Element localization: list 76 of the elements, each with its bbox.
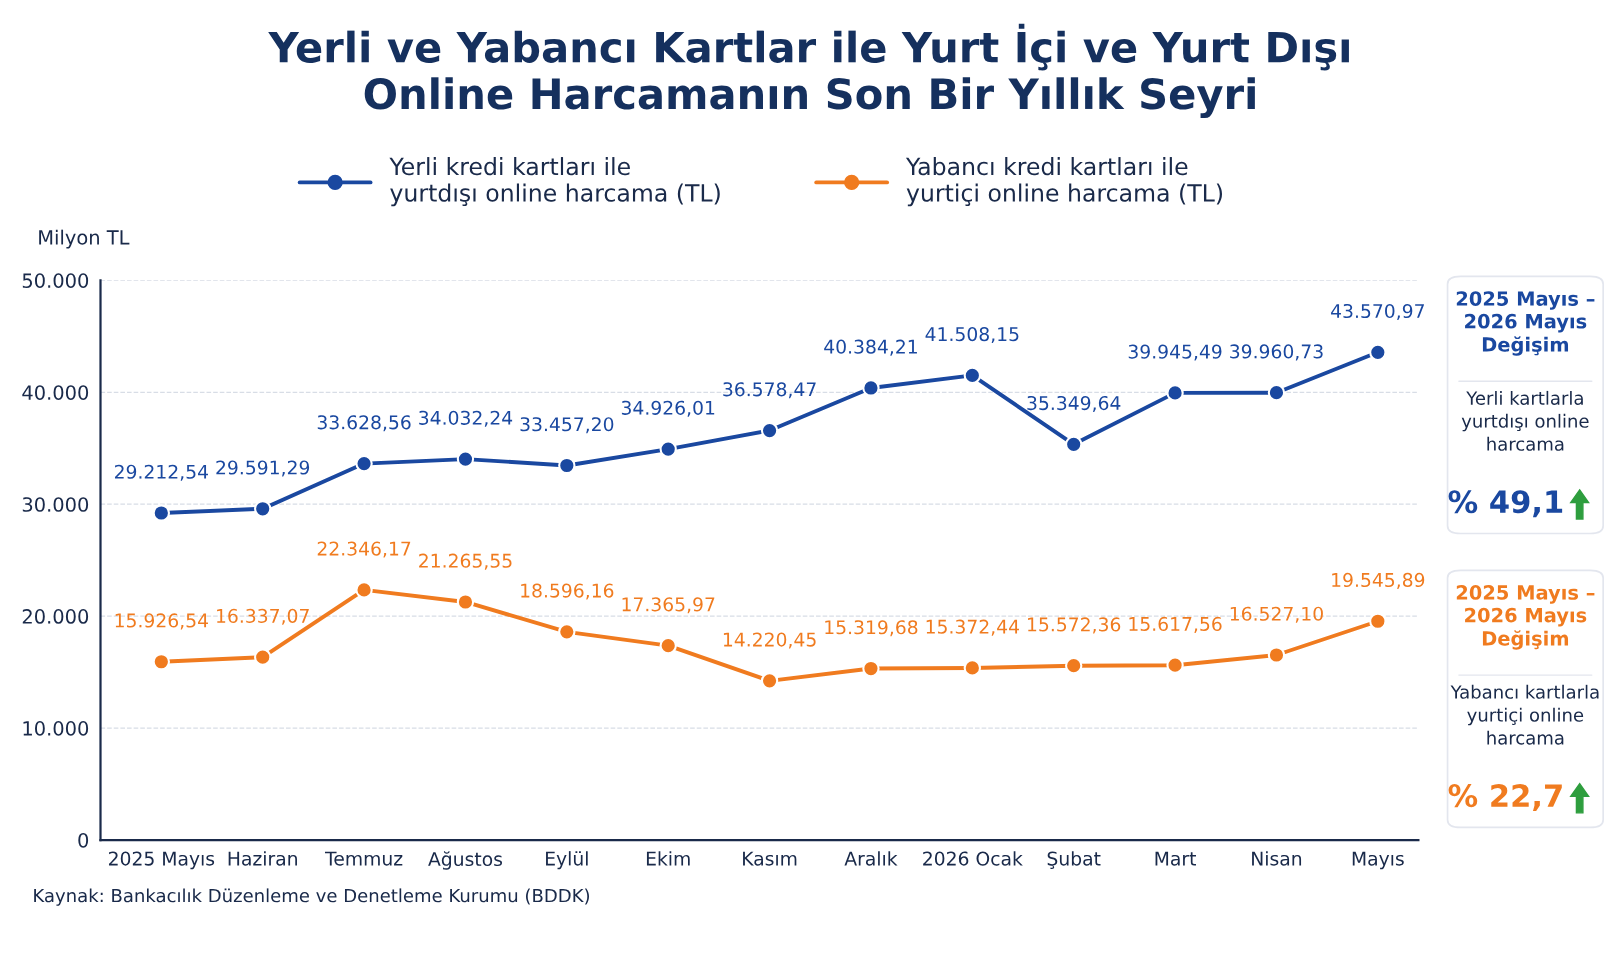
point bbox=[355, 581, 373, 599]
data-label: 43.570,97 bbox=[1331, 303, 1424, 321]
data-label: 29.212,54 bbox=[114, 464, 208, 481]
x-tick-label: Haziran bbox=[228, 851, 297, 866]
data-label: 15.372,44 bbox=[926, 619, 1019, 636]
y-tick-label: 30.000 bbox=[22, 497, 89, 512]
x-tick-label: Eylül bbox=[546, 851, 588, 870]
y-tick-label: 0 bbox=[78, 832, 89, 848]
x-tick-label: Ekim bbox=[646, 851, 690, 866]
text: % 49,1 bbox=[1448, 490, 1563, 518]
data-label: 14.220,45 bbox=[723, 632, 816, 649]
point bbox=[254, 500, 272, 518]
data-label: 19.545,89 bbox=[1332, 572, 1425, 589]
point bbox=[1166, 384, 1184, 402]
data-label: 15.572,36 bbox=[1028, 617, 1121, 634]
y-tick-label: 50.000 bbox=[22, 273, 89, 288]
text: % 22,7 bbox=[1448, 784, 1562, 812]
data-label: 29.591,29 bbox=[216, 460, 310, 477]
point bbox=[1267, 384, 1286, 402]
text: Kaynak: Bankacılık Düzenleme ve Denetleme Kurumu (BDDK) bbox=[34, 888, 590, 906]
data-label: 16.527,10 bbox=[1230, 606, 1323, 623]
data-label: 33.457,20 bbox=[520, 417, 614, 434]
legend-label: Yabancı kredi kartları ile yurtiçi online harcama (TL) bbox=[905, 157, 1223, 207]
point bbox=[659, 440, 677, 458]
data-label: 15.926,54 bbox=[115, 613, 208, 630]
point bbox=[152, 653, 171, 671]
x-tick-label: Kasım bbox=[743, 851, 797, 866]
point bbox=[1065, 657, 1083, 675]
point bbox=[1166, 656, 1184, 674]
data-label: 33.628,56 bbox=[317, 415, 411, 432]
y-tick-label: 10.000 bbox=[23, 721, 89, 736]
data-label: 35.349,64 bbox=[1027, 395, 1121, 413]
text: Yabancı kartlarla yurtiçi online harcama bbox=[1450, 684, 1599, 745]
point bbox=[1267, 646, 1286, 664]
point bbox=[963, 659, 981, 677]
data-label: 18.596,16 bbox=[521, 583, 614, 600]
data-label: 22.346,17 bbox=[317, 541, 411, 558]
legend-label: Yerli kredi kartları ile yurtdışı online harcama (TL) bbox=[389, 157, 720, 207]
x-tick-label: 2026 Ocak bbox=[923, 851, 1023, 866]
y-axis-title: Milyon TL bbox=[39, 229, 130, 249]
data-label: 34.032,24 bbox=[419, 410, 513, 427]
data-label: 39.945,49 bbox=[1128, 344, 1222, 361]
text: 2025 Mayıs – 2026 Mayıs Değişim bbox=[1456, 291, 1595, 356]
x-tick-label: 2025 Mayıs bbox=[108, 851, 215, 870]
data-label: 17.365,97 bbox=[622, 597, 715, 614]
data-label: 21.265,55 bbox=[419, 553, 512, 570]
y-tick-label: 40.000 bbox=[22, 385, 89, 400]
data-label: 41.508,15 bbox=[925, 327, 1019, 344]
point bbox=[1369, 343, 1387, 361]
data-label: 15.617,56 bbox=[1129, 616, 1222, 633]
x-tick-label: Mart bbox=[1155, 851, 1196, 866]
data-label: 16.337,07 bbox=[217, 608, 309, 625]
point bbox=[760, 672, 779, 690]
x-tick-label: Ağustos bbox=[428, 851, 503, 870]
point bbox=[456, 593, 475, 611]
data-label: 34.926,01 bbox=[621, 400, 715, 417]
point bbox=[254, 648, 272, 666]
point bbox=[558, 623, 576, 641]
point bbox=[1369, 612, 1387, 630]
data-label: 15.319,68 bbox=[825, 620, 918, 637]
chart-title: Yerli ve Yabancı Kartlar ile Yurt İçi ve Yurt Dışı Online Harcamanın Son Bir Yıllık Seyri bbox=[268, 23, 1349, 118]
x-tick-label: Temmuz bbox=[324, 851, 403, 866]
point bbox=[456, 450, 475, 468]
x-tick-label: Aralık bbox=[844, 851, 898, 866]
point bbox=[1065, 435, 1083, 453]
point bbox=[862, 379, 880, 397]
text: Yerli kartlarla yurtdışı online harcama bbox=[1461, 390, 1589, 451]
x-tick-label: Nisan bbox=[1252, 851, 1302, 866]
data-label: 39.960,73 bbox=[1230, 344, 1323, 361]
y-tick-label: 20.000 bbox=[22, 609, 89, 624]
text: 2025 Mayıs – 2026 Mayıs Değişim bbox=[1456, 585, 1595, 650]
data-label: 36.578,47 bbox=[723, 382, 816, 399]
x-tick-label: Mayıs bbox=[1352, 851, 1404, 870]
data-label: 40.384,21 bbox=[824, 339, 917, 356]
x-tick-label: Şubat bbox=[1047, 851, 1101, 869]
point bbox=[152, 504, 171, 522]
